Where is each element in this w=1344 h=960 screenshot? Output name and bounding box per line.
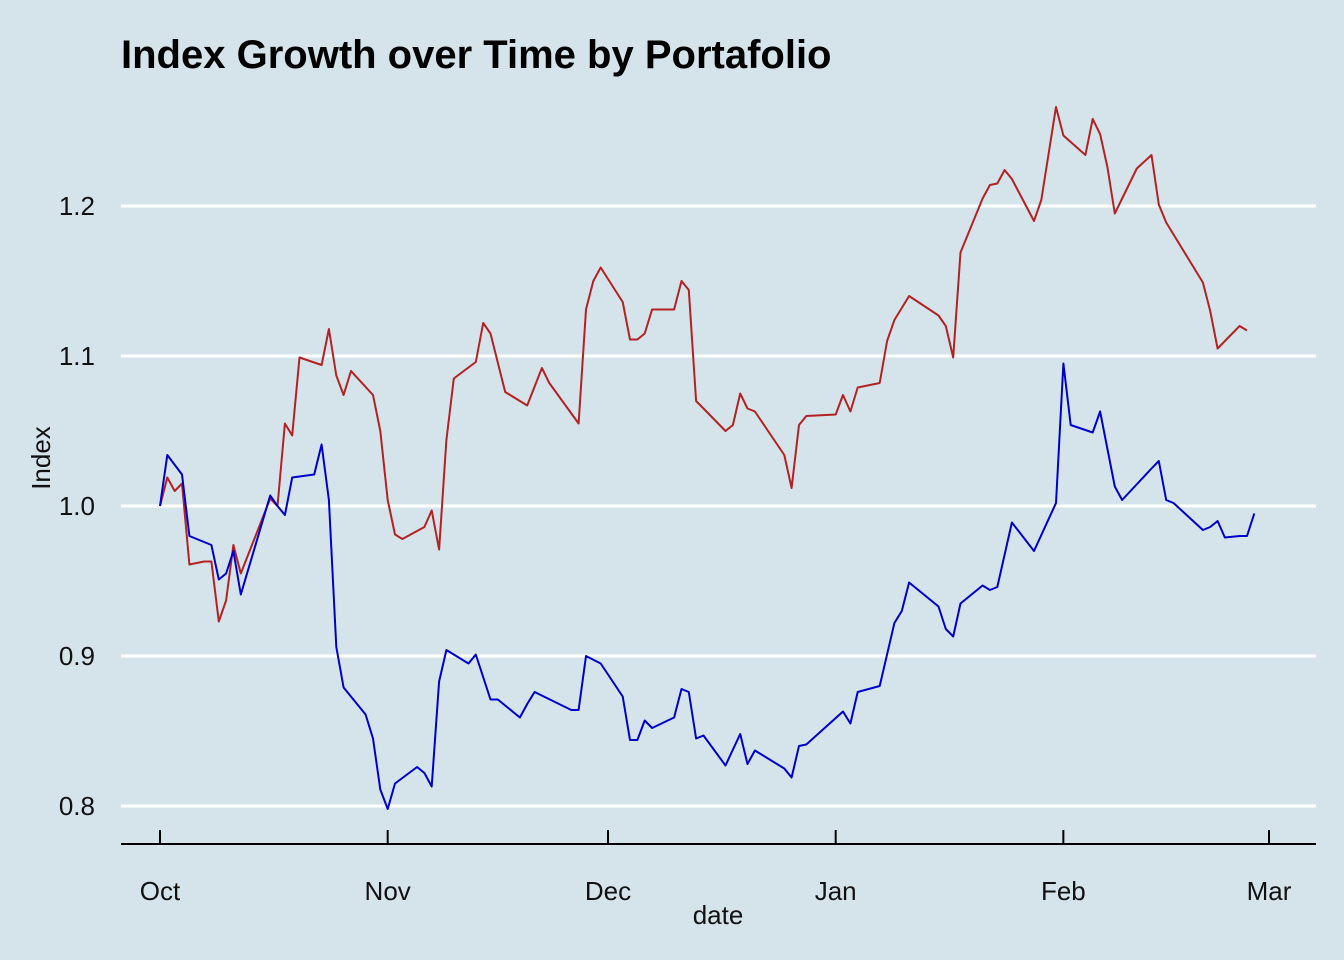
x-tick-label: Nov — [365, 876, 411, 906]
y-tick-label: 0.8 — [59, 791, 95, 821]
y-axis-label: Index — [26, 426, 56, 490]
series-line-2 — [159, 362, 1256, 810]
chart-title: Index Growth over Time by Portafolio — [121, 33, 832, 77]
x-tick-label: Jan — [815, 876, 857, 906]
x-tick-label: Dec — [585, 876, 631, 906]
y-tick-label: 1.2 — [59, 191, 95, 221]
x-tick-label: Feb — [1041, 876, 1086, 906]
x-tick-label: Oct — [140, 876, 181, 906]
y-tick-label: 1.1 — [59, 341, 95, 371]
y-axis-tick-labels: 0.8 0.9 1.0 1.1 1.2 — [59, 191, 95, 821]
y-tick-label: 0.9 — [59, 641, 95, 671]
x-axis-label: date — [693, 900, 744, 930]
x-axis-ticks: Oct Nov Dec Jan Feb Mar — [140, 830, 1292, 906]
series-line-1 — [159, 106, 1248, 623]
y-tick-label: 1.0 — [59, 491, 95, 521]
grid-lines — [121, 204, 1316, 808]
x-tick-label: Mar — [1247, 876, 1292, 906]
series-lines — [159, 106, 1256, 810]
